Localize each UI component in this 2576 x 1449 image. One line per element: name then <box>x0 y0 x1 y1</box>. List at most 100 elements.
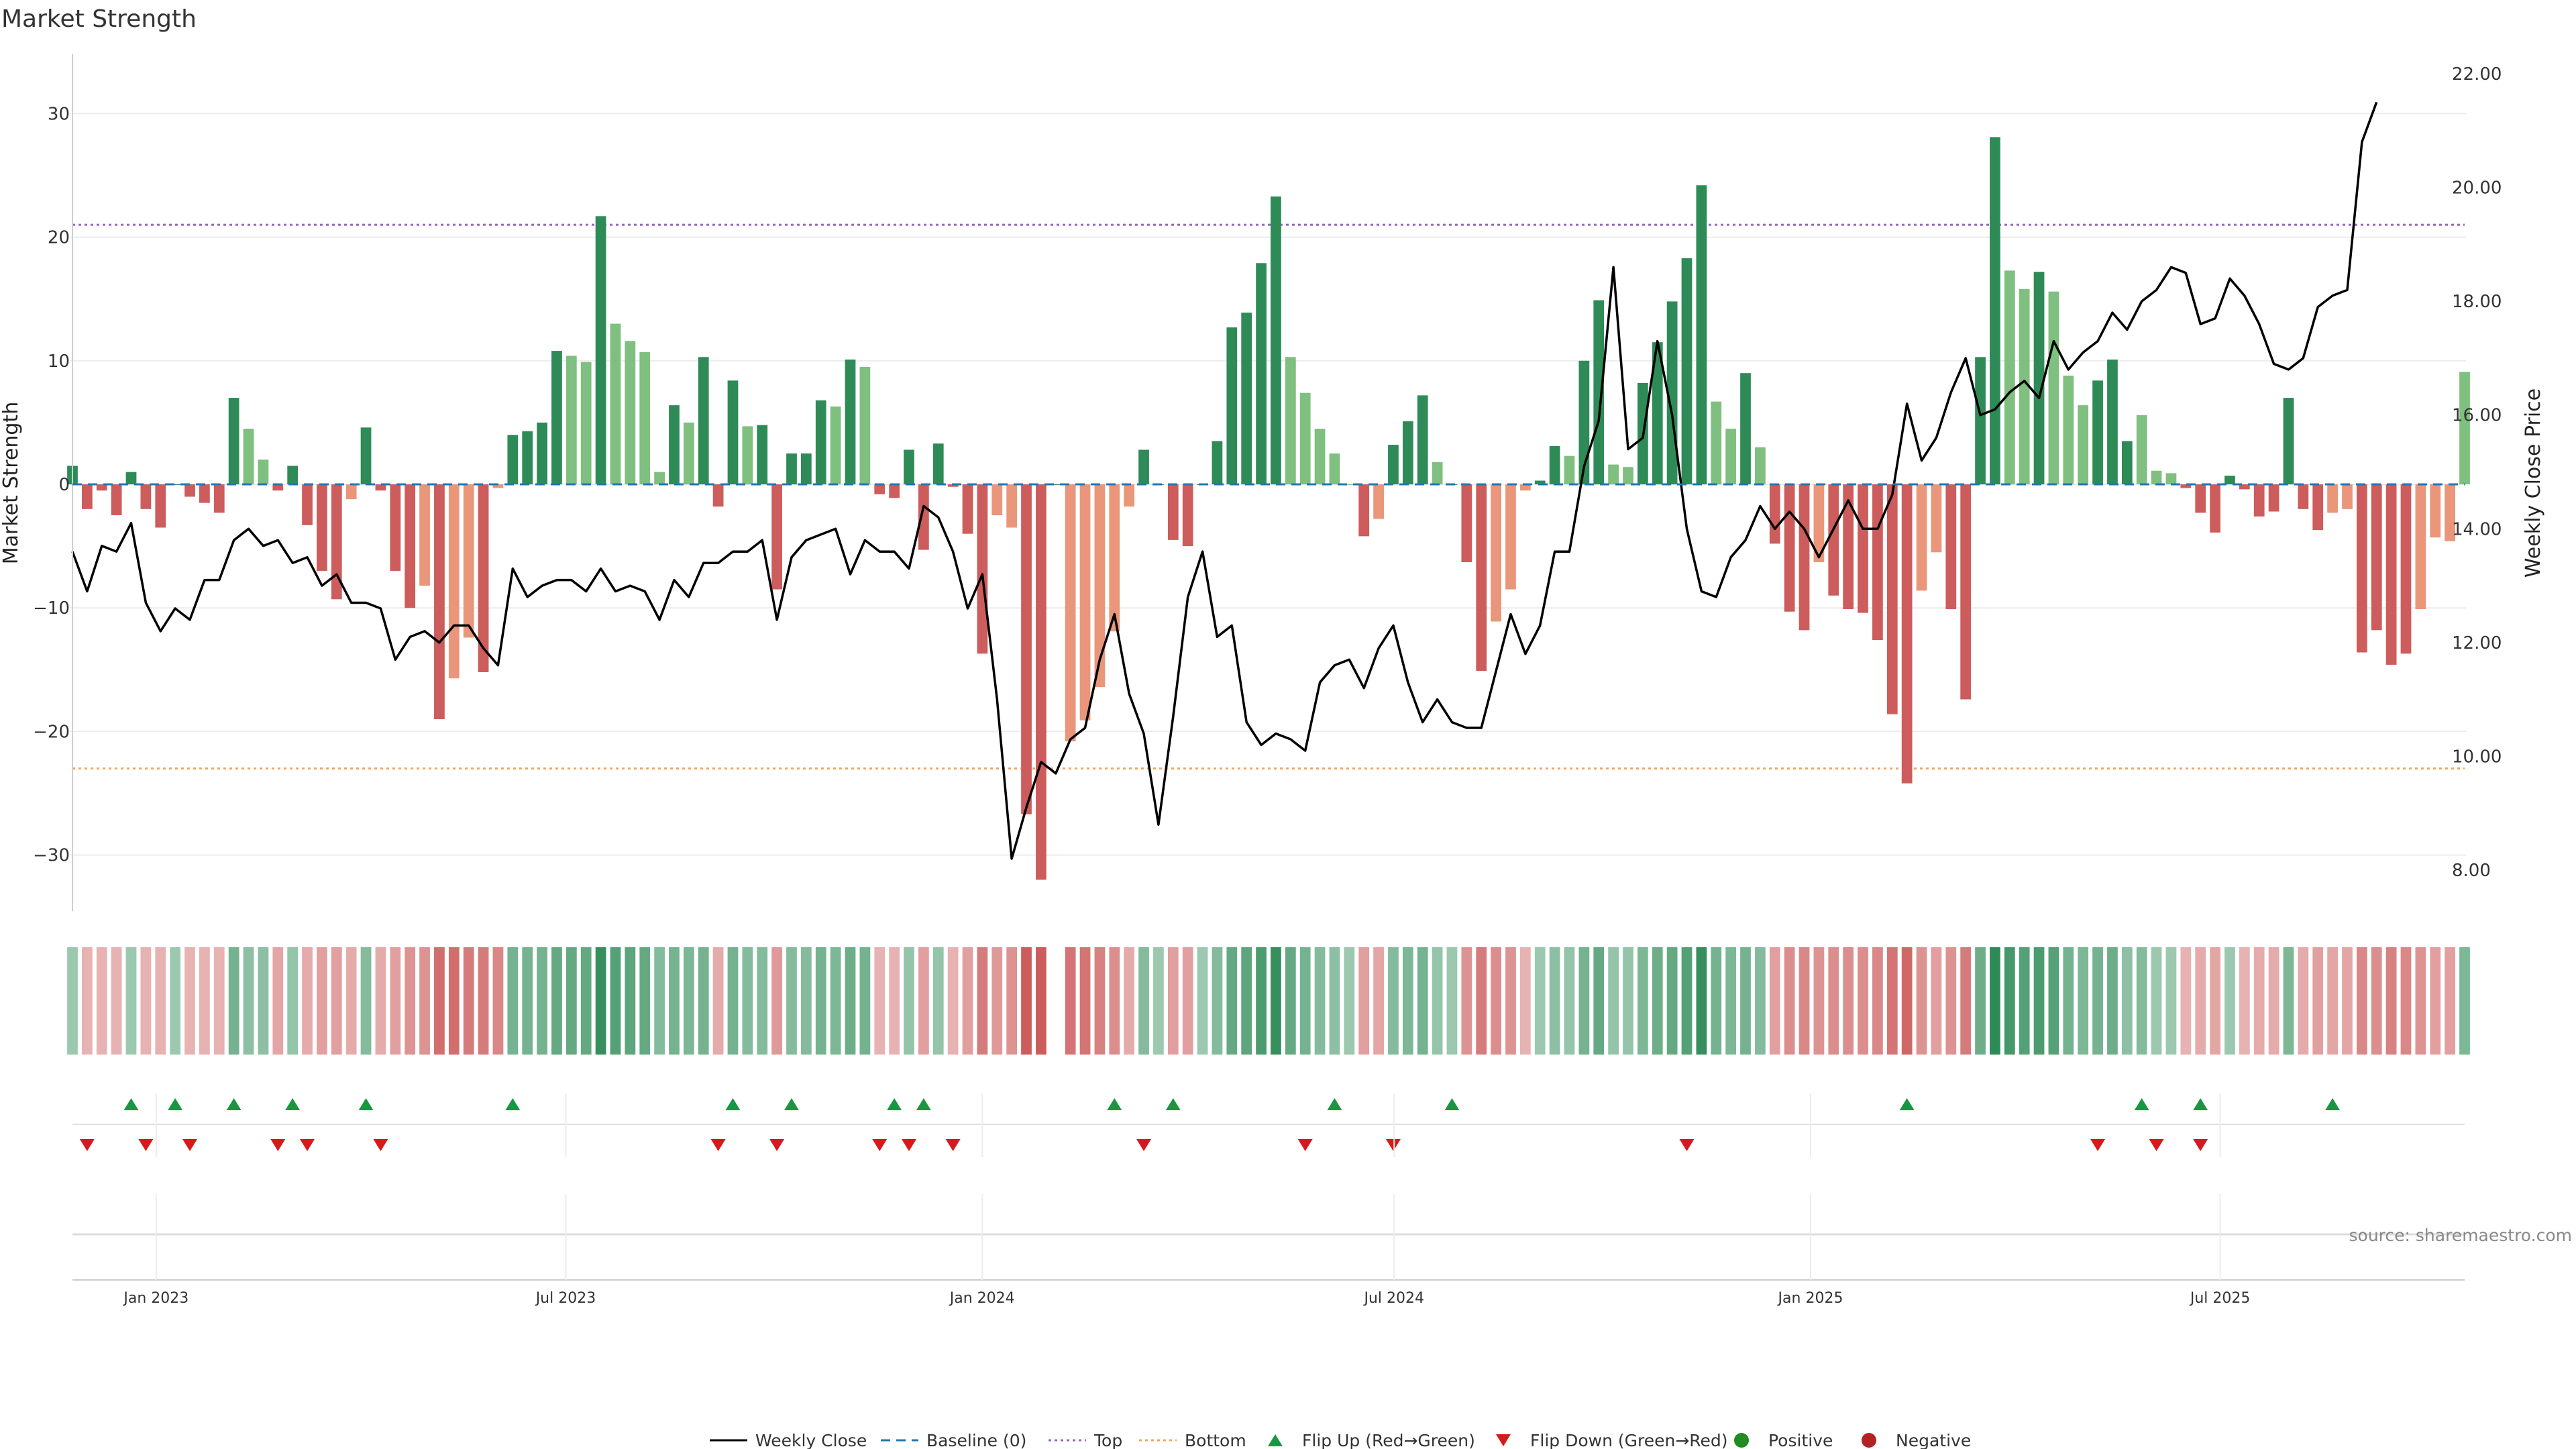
legend-item: Top <box>1049 1431 1122 1449</box>
strength-bar <box>2121 441 2133 484</box>
heat-cell <box>2107 947 2118 1055</box>
heat-cell <box>1476 947 1487 1055</box>
date-tick-label: Jan 2023 <box>122 1290 189 1307</box>
heat-cell <box>2121 947 2133 1055</box>
heat-cell <box>566 947 577 1055</box>
heat-cell <box>683 947 694 1055</box>
heat-cell <box>111 947 122 1055</box>
heat-cell <box>1666 947 1678 1055</box>
heat-cell <box>478 947 489 1055</box>
strength-bar <box>2342 484 2353 509</box>
flip-down-marker <box>1297 1139 1313 1151</box>
heat-cell <box>1388 947 1399 1055</box>
strength-bar <box>947 484 959 487</box>
flip-up-marker <box>123 1098 139 1110</box>
y-tick-label: −30 <box>33 846 70 866</box>
flip-down-marker <box>872 1139 888 1151</box>
heat-cell <box>213 947 225 1055</box>
strength-bar <box>654 472 665 484</box>
heat-cell <box>1960 947 1972 1055</box>
heat-cell <box>2195 947 2206 1055</box>
heat-cell <box>317 947 327 1055</box>
heat-cell <box>1696 947 1707 1055</box>
heat-cell <box>1813 947 1825 1055</box>
legend: Weekly Close Baseline (0) Top Bottom Flip Up… <box>710 1431 1971 1449</box>
heat-cell <box>1006 947 1018 1055</box>
strength-bar <box>1109 484 1120 632</box>
strength-bar <box>419 484 430 586</box>
heat-cell <box>757 947 768 1055</box>
flip-down-marker <box>373 1139 388 1151</box>
strength-bar <box>2107 359 2118 484</box>
strength-bar <box>492 484 504 488</box>
y2-tick-label: 8.00 <box>2452 861 2491 881</box>
heat-cell <box>1094 947 1106 1055</box>
flip-up-marker <box>2134 1098 2149 1110</box>
flip-down-marker <box>270 1139 286 1151</box>
heat-cell <box>2165 947 2177 1055</box>
strength-bar <box>1402 421 1413 484</box>
strength-bar <box>1858 484 1868 613</box>
strength-bar <box>2165 473 2177 484</box>
flip-down-marker <box>79 1139 95 1151</box>
strength-bar <box>1813 484 1825 563</box>
strength-bar <box>2210 484 2220 533</box>
legend-label: Top <box>1093 1431 1122 1449</box>
strength-bar <box>463 484 474 638</box>
flip-down-marker <box>902 1139 917 1151</box>
heat-cell <box>551 947 562 1055</box>
strength-bar <box>2019 288 2030 484</box>
heat-cell <box>1358 947 1370 1055</box>
strength-bar <box>96 484 107 491</box>
strength-bar <box>258 460 269 484</box>
strength-bar <box>815 400 826 484</box>
flip-up-marker <box>2193 1098 2208 1110</box>
heat-cell <box>2151 947 2162 1055</box>
strength-bar <box>1534 480 1546 484</box>
flip-up-marker <box>285 1098 301 1110</box>
heat-cell <box>243 947 254 1055</box>
flip-up-marker <box>226 1098 241 1110</box>
strength-bar <box>360 427 372 484</box>
heat-cell <box>1153 947 1164 1055</box>
heat-cell <box>1197 947 1208 1055</box>
heat-cell <box>1519 947 1531 1055</box>
strength-bar <box>566 356 577 484</box>
heat-cell <box>1886 947 1898 1055</box>
heat-cell <box>1271 947 1281 1055</box>
strength-bar <box>1608 464 1619 484</box>
heat-cell <box>419 947 430 1055</box>
flip-up-marker <box>1327 1098 1342 1110</box>
strength-bar <box>522 431 533 484</box>
strength-bar <box>1476 484 1487 672</box>
strength-bar <box>1886 484 1898 714</box>
heat-cell <box>580 947 592 1055</box>
heat-cell <box>375 947 386 1055</box>
strength-bar <box>1799 484 1810 631</box>
legend-label: Flip Down (Green→Red) <box>1530 1431 1728 1449</box>
heat-cell <box>228 947 239 1055</box>
heat-cell <box>1344 947 1355 1055</box>
flip-up-marker <box>1107 1098 1122 1110</box>
heat-cell <box>2033 947 2045 1055</box>
heat-cell <box>904 947 914 1055</box>
y-axis-label: Market Strength <box>0 402 23 564</box>
strength-bar <box>625 341 636 484</box>
strength-bar <box>1079 484 1091 720</box>
strength-bar <box>1755 447 1766 484</box>
heat-cell <box>2327 947 2338 1055</box>
strength-bar <box>918 484 929 550</box>
heat-cell <box>2239 947 2250 1055</box>
heat-cell <box>625 947 636 1055</box>
flip-up-marker <box>2325 1098 2341 1110</box>
flip-up-marker <box>784 1098 799 1110</box>
strength-bar <box>2445 484 2455 541</box>
heat-cell <box>918 947 929 1055</box>
strength-bar <box>1652 342 1663 484</box>
strength-bar <box>478 484 489 672</box>
strength-bar <box>213 484 225 513</box>
legend-item: Negative <box>1862 1431 1971 1449</box>
heat-cell <box>1212 947 1223 1055</box>
strength-bar <box>2385 484 2397 665</box>
strength-bar <box>1549 445 1560 484</box>
